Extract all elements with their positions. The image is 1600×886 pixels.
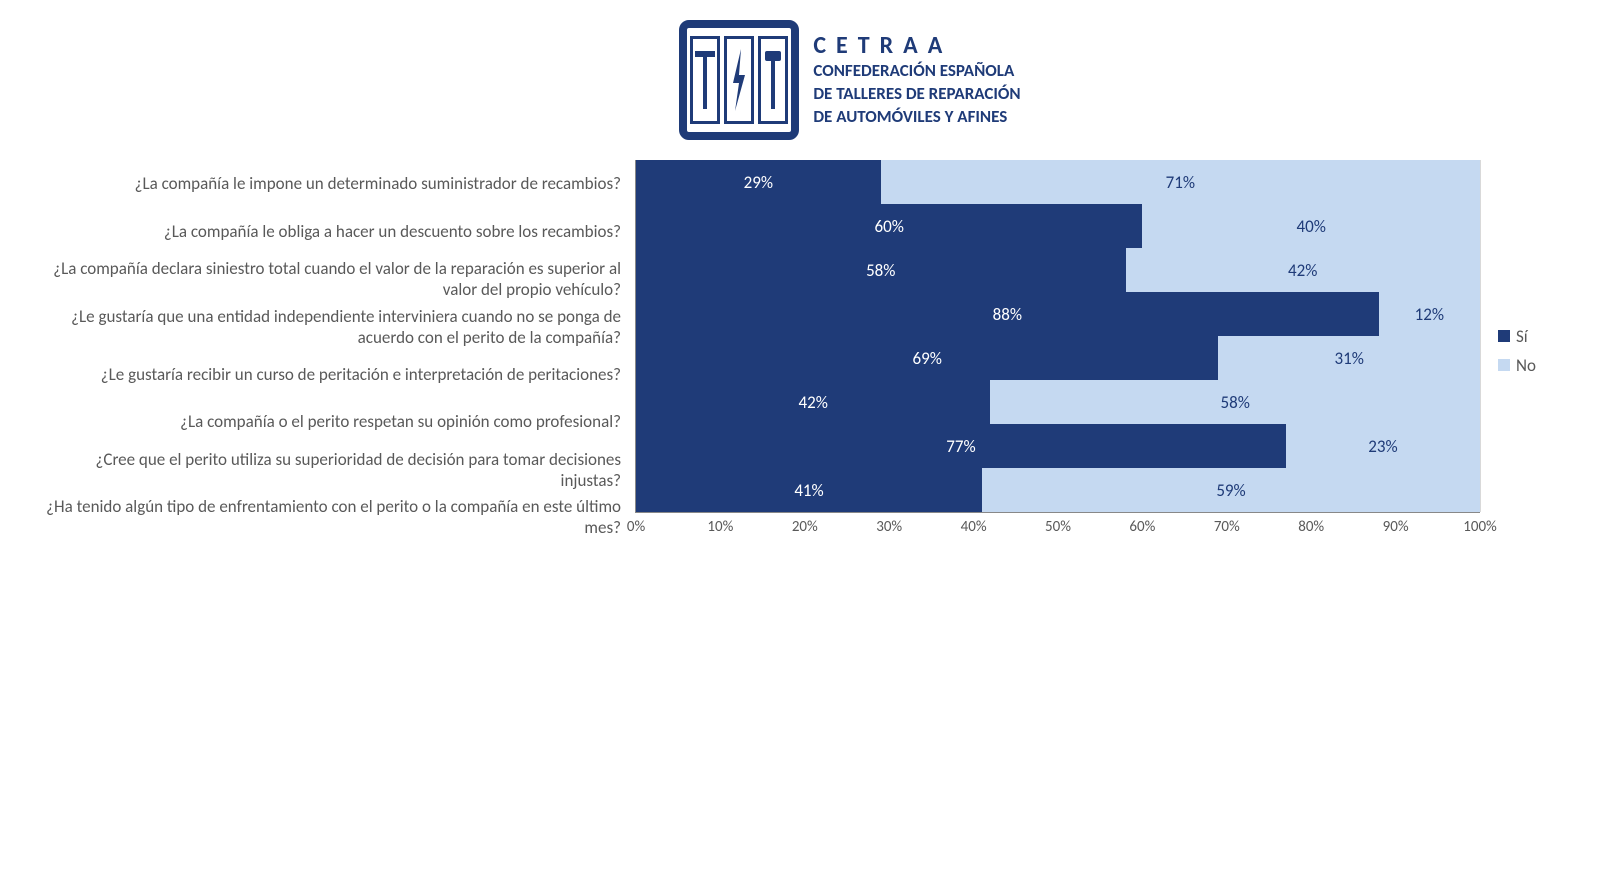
bar-segment-no: 12% — [1379, 292, 1480, 336]
x-tick-label: 90% — [1383, 518, 1409, 536]
legend: Sí No — [1480, 160, 1560, 541]
bar-segment-no: 59% — [982, 468, 1480, 512]
x-tick-label: 10% — [707, 518, 733, 536]
question-label: ¿Ha tenido algún tipo de enfrentamiento … — [40, 493, 635, 541]
question-label: ¿Le gustaría que una entidad independien… — [40, 303, 635, 351]
legend-label-no: No — [1516, 355, 1536, 376]
x-axis: 0%10%20%30%40%50%60%70%80%90%100% — [636, 518, 1480, 538]
chart: ¿La compañía le impone un determinado su… — [40, 160, 1560, 541]
bar-row: 69%31% — [636, 336, 1480, 380]
x-tick-label: 60% — [1129, 518, 1155, 536]
bar-segment-si: 88% — [636, 292, 1379, 336]
x-tick-label: 70% — [1214, 518, 1240, 536]
legend-item-no: No — [1498, 355, 1560, 376]
bar-segment-si: 58% — [636, 248, 1126, 292]
bar-segment-no: 58% — [990, 380, 1480, 424]
bar-segment-si: 69% — [636, 336, 1218, 380]
bar-row: 77%23% — [636, 424, 1480, 468]
logo-panel-1 — [690, 36, 720, 124]
legend-item-si: Sí — [1498, 326, 1560, 347]
bar-segment-no: 40% — [1142, 204, 1480, 248]
question-label: ¿Cree que el perito utiliza su superiori… — [40, 446, 635, 494]
logo-text: CETRAA CONFEDERACIÓN ESPAÑOLA DE TALLERE… — [813, 31, 1020, 129]
tool-icon-1 — [693, 45, 717, 115]
logo-panel-2 — [724, 36, 754, 124]
bolt-icon — [727, 45, 751, 115]
bar-row: 58%42% — [636, 248, 1480, 292]
bar-segment-si: 41% — [636, 468, 982, 512]
bar-segment-no: 42% — [1126, 248, 1480, 292]
logo-block: CETRAA CONFEDERACIÓN ESPAÑOLA DE TALLERE… — [140, 20, 1560, 140]
legend-label-si: Sí — [1516, 326, 1528, 347]
question-label: ¿Le gustaría recibir un curso de peritac… — [40, 351, 635, 399]
x-tick-label: 20% — [792, 518, 818, 536]
x-tick-label: 80% — [1298, 518, 1324, 536]
bar-row: 41%59% — [636, 468, 1480, 512]
question-label: ¿La compañía le impone un determinado su… — [40, 160, 635, 208]
legend-swatch-si — [1498, 330, 1510, 342]
question-label: ¿La compañía le obliga a hacer un descue… — [40, 208, 635, 256]
bar-segment-no: 23% — [1286, 424, 1480, 468]
logo-panel-3 — [758, 36, 788, 124]
bar-segment-si: 29% — [636, 160, 881, 204]
logo-sub-3: DE AUTOMÓVILES Y AFINES — [813, 106, 1020, 129]
bar-segment-no: 31% — [1218, 336, 1480, 380]
x-tick-label: 30% — [876, 518, 902, 536]
bar-row: 88%12% — [636, 292, 1480, 336]
logo-sub-2: DE TALLERES DE REPARACIÓN — [813, 83, 1020, 106]
bar-segment-no: 71% — [881, 160, 1480, 204]
plot-area: 0%10%20%30%40%50%60%70%80%90%100% 29%71%… — [635, 160, 1480, 513]
logo-sub-1: CONFEDERACIÓN ESPAÑOLA — [813, 60, 1020, 83]
tool-icon-2 — [761, 45, 785, 115]
bar-segment-si: 77% — [636, 424, 1286, 468]
bar-row: 29%71% — [636, 160, 1480, 204]
logo-square — [679, 20, 799, 140]
x-tick-label: 0% — [627, 518, 645, 536]
y-axis-labels: ¿La compañía le impone un determinado su… — [40, 160, 635, 541]
x-tick-label: 50% — [1045, 518, 1071, 536]
logo-brand: CETRAA — [813, 31, 1020, 60]
question-label: ¿La compañía o el perito respetan su opi… — [40, 398, 635, 446]
question-label: ¿La compañía declara siniestro total cua… — [40, 255, 635, 303]
x-tick-label: 100% — [1463, 518, 1497, 536]
bar-segment-si: 60% — [636, 204, 1142, 248]
chart-main: ¿La compañía le impone un determinado su… — [40, 160, 1480, 541]
legend-swatch-no — [1498, 359, 1510, 371]
bar-row: 60%40% — [636, 204, 1480, 248]
x-tick-label: 40% — [961, 518, 987, 536]
bar-segment-si: 42% — [636, 380, 990, 424]
bar-row: 42%58% — [636, 380, 1480, 424]
